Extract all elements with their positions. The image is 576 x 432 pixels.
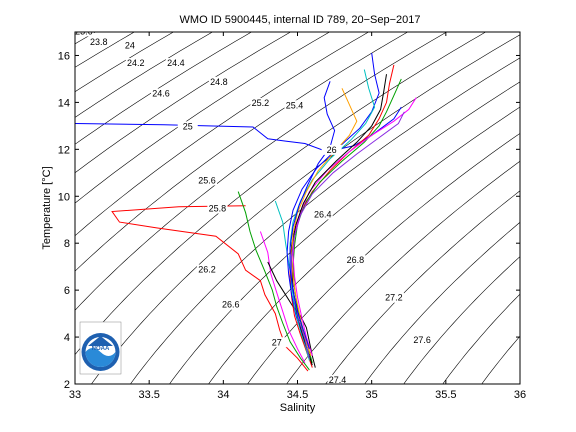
contour-label: 24.4 bbox=[167, 58, 185, 68]
contour-label: 27.6 bbox=[413, 335, 431, 345]
density-contour bbox=[481, 335, 520, 384]
contour-label-bg bbox=[197, 175, 218, 186]
profile-line bbox=[286, 53, 380, 354]
x-tick-label: 34 bbox=[217, 389, 229, 401]
y-tick-label: 10 bbox=[58, 191, 70, 203]
logo-wave-icon bbox=[85, 348, 116, 367]
contour-label-bg bbox=[312, 209, 333, 220]
contour-label: 23.8 bbox=[90, 37, 108, 47]
density-contour bbox=[364, 221, 520, 384]
contour-label: 25.2 bbox=[252, 98, 270, 108]
y-tick-label: 14 bbox=[58, 97, 70, 109]
contour-label: 27.2 bbox=[385, 293, 403, 303]
contour-label-bg bbox=[75, 32, 94, 37]
contour-label-bg bbox=[119, 40, 140, 51]
density-contour bbox=[75, 32, 370, 237]
contour-label-bg bbox=[125, 58, 146, 69]
contour-label: 26 bbox=[327, 145, 337, 155]
contour-label-bg bbox=[266, 337, 287, 348]
contour-label: 25 bbox=[183, 121, 193, 131]
contour-label-bg bbox=[412, 334, 433, 345]
contour-label-bg bbox=[345, 255, 366, 266]
contour-label: 25.4 bbox=[286, 100, 304, 110]
density-contour bbox=[75, 32, 214, 118]
contour-label-bg bbox=[284, 100, 305, 111]
contour-label: 23.6 bbox=[75, 26, 93, 36]
x-tick-label: 35.5 bbox=[435, 389, 456, 401]
density-contour bbox=[75, 32, 409, 272]
density-contour-labels: 23.623.8 24 24.2 24.4 24.6 24.8 25 25.2 25.4 25.6… bbox=[75, 26, 433, 385]
x-tick-label: 33 bbox=[69, 389, 81, 401]
y-tick-label: 12 bbox=[58, 144, 70, 156]
chart-title: WMO ID 5900445, internal ID 789, 20−Sep−… bbox=[180, 14, 421, 26]
density-contour bbox=[169, 81, 520, 384]
logo-bird-icon bbox=[88, 336, 113, 346]
profile-line bbox=[289, 69, 376, 361]
x-tick-label: 33.5 bbox=[138, 389, 159, 401]
contour-label: 25.8 bbox=[209, 204, 227, 214]
density-contour bbox=[75, 32, 292, 174]
contour-label: 24.2 bbox=[127, 58, 145, 68]
x-tick-label: 36 bbox=[514, 389, 526, 401]
density-contour bbox=[130, 57, 520, 384]
contour-label-bg bbox=[383, 292, 404, 303]
contour-label: 26.6 bbox=[222, 300, 240, 310]
profile-lines bbox=[75, 53, 417, 372]
logo-text: NOAA bbox=[92, 346, 110, 352]
contour-label: 26.8 bbox=[347, 255, 365, 265]
y-tick-label: 2 bbox=[64, 379, 70, 391]
contour-label: 24 bbox=[125, 40, 135, 50]
contour-label: 26.2 bbox=[198, 265, 216, 275]
y-tick-label: 8 bbox=[64, 238, 70, 250]
density-contour bbox=[75, 32, 174, 93]
contour-label: 27.4 bbox=[329, 375, 347, 385]
contour-label-bg bbox=[197, 264, 218, 275]
contour-label: 25.6 bbox=[198, 175, 216, 185]
contour-label-bg bbox=[177, 121, 198, 132]
profile-line bbox=[237, 191, 310, 371]
contour-label-bg bbox=[207, 203, 228, 214]
y-tick-label: 6 bbox=[64, 285, 70, 297]
y-axis: 2 4 6 8 10 12 14 16 bbox=[58, 50, 520, 391]
density-contour bbox=[75, 32, 253, 145]
contour-label: 26.4 bbox=[314, 209, 332, 219]
y-axis-label: Temperature [°C] bbox=[41, 166, 53, 249]
contour-label: 27 bbox=[272, 337, 282, 347]
profile-line bbox=[291, 111, 405, 359]
density-contour bbox=[442, 293, 520, 384]
x-axis-label: Salinity bbox=[280, 402, 316, 414]
y-tick-label: 16 bbox=[58, 50, 70, 62]
density-contour bbox=[75, 32, 331, 204]
profile-line bbox=[289, 81, 336, 349]
density-contour bbox=[247, 133, 520, 384]
profile-line bbox=[259, 231, 306, 364]
density-contour bbox=[75, 32, 96, 45]
density-contour bbox=[325, 190, 520, 384]
contour-label-bg bbox=[208, 76, 229, 87]
density-contour bbox=[208, 106, 520, 384]
contour-label-bg bbox=[327, 374, 348, 384]
contour-label-bg bbox=[151, 88, 172, 99]
contour-label-bg bbox=[250, 97, 271, 108]
density-contour bbox=[403, 256, 520, 384]
x-tick-label: 35 bbox=[366, 389, 378, 401]
density-contour bbox=[75, 32, 135, 68]
noaa-logo: NOAA bbox=[79, 321, 122, 375]
contour-label: 24.8 bbox=[210, 77, 228, 87]
y-tick-label: 4 bbox=[64, 332, 70, 344]
x-tick-label: 34.5 bbox=[287, 389, 308, 401]
contour-label-bg bbox=[88, 36, 109, 47]
contour-label-bg bbox=[220, 299, 241, 310]
contour-label: 24.6 bbox=[152, 89, 170, 99]
contour-label-bg bbox=[321, 144, 342, 155]
contour-label-bg bbox=[165, 58, 186, 69]
x-axis: 33 33.5 34 34.5 35 35.5 36 bbox=[69, 32, 526, 401]
